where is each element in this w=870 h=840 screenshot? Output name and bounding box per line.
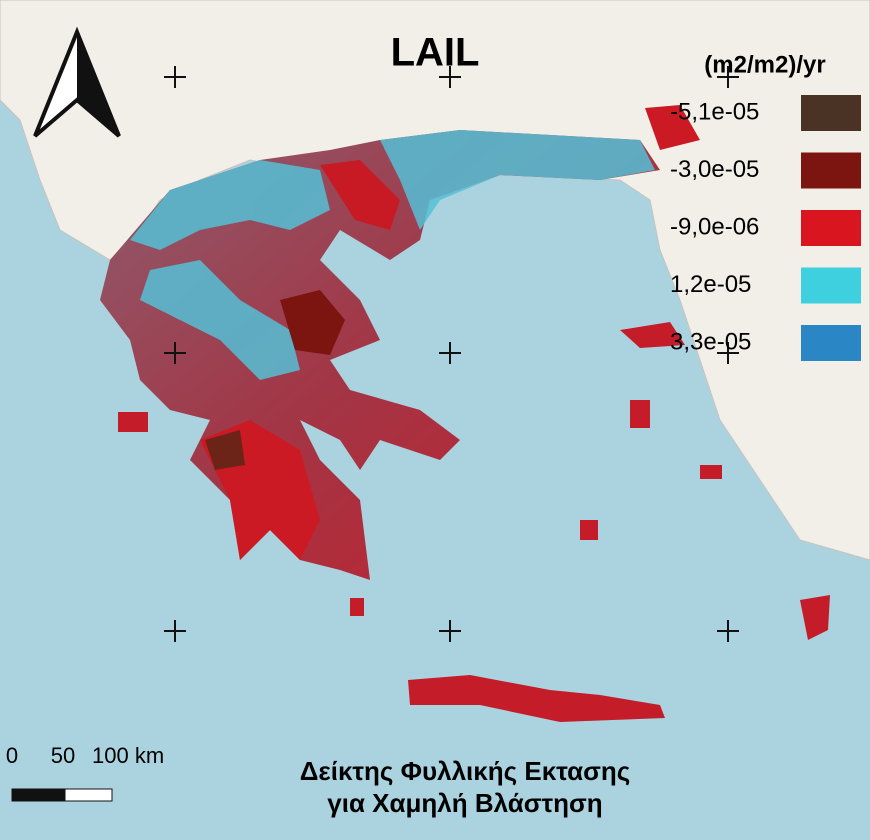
increase-areas xyxy=(130,130,655,380)
legend-swatch xyxy=(801,95,861,131)
decrease-hotspots xyxy=(200,105,700,560)
island xyxy=(620,322,685,348)
legend-swatch xyxy=(801,152,861,189)
island xyxy=(700,465,722,479)
legend-swatch xyxy=(801,267,861,304)
scale-label: 100 km xyxy=(92,743,164,768)
legend-title: (m2/m2)/yr xyxy=(704,51,825,78)
scale-label: 0 xyxy=(6,743,18,768)
scale-segment xyxy=(11,788,66,802)
legend: -5,1e-05 -3,0e-05 -9,0e-06 1,2e-05 3,3e-05 xyxy=(670,95,861,361)
graticule-crosses xyxy=(164,66,739,642)
map-title: LAIL xyxy=(391,31,480,75)
legend-label: 1,2e-05 xyxy=(670,271,751,298)
scale-segment xyxy=(64,788,113,802)
legend-label: -3,0e-05 xyxy=(670,156,759,183)
legend-label: -5,1e-05 xyxy=(670,98,759,125)
legend-swatch xyxy=(801,210,861,246)
hotspot xyxy=(280,290,345,355)
island xyxy=(118,412,148,432)
scale-label: 50 xyxy=(51,743,75,768)
hotspot xyxy=(320,160,400,230)
caption-line: για Χαμηλή Βλάστηση xyxy=(327,788,602,818)
island xyxy=(630,400,650,428)
island xyxy=(800,595,830,640)
graticule xyxy=(164,66,739,642)
island xyxy=(350,598,364,616)
increase-area xyxy=(130,160,330,250)
north-arrow xyxy=(33,26,121,138)
increase-area xyxy=(380,130,655,230)
island xyxy=(580,520,598,540)
increase-area xyxy=(140,260,300,380)
legend-label: -9,0e-06 xyxy=(670,213,759,240)
scale-bar: 0 50 100 km xyxy=(6,743,164,802)
hotspot xyxy=(205,430,245,470)
legend-swatch xyxy=(801,325,861,361)
hotspot xyxy=(645,105,700,150)
crete xyxy=(408,675,665,722)
caption-line: Δείκτης Φυλλικής Εκτασης xyxy=(300,756,631,786)
north-arrow-half xyxy=(77,32,119,136)
islands xyxy=(118,322,830,722)
legend-label: 3,3e-05 xyxy=(670,328,751,355)
